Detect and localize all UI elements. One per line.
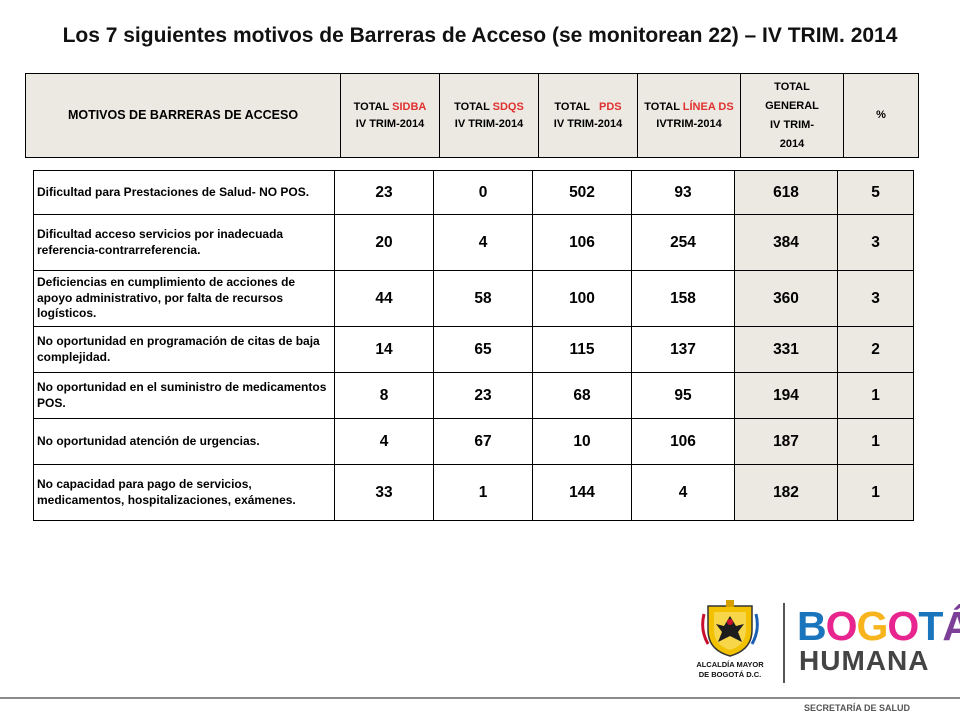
table-row: No oportunidad en el suministro de medic… (33, 372, 914, 419)
row-description: No oportunidad en el suministro de medic… (33, 372, 335, 419)
header-sdqs: TOTAL SDQS IV TRIM-2014 (439, 73, 539, 158)
cell-total: 194 (734, 372, 838, 419)
cell-pct: 1 (837, 372, 914, 419)
cell-sidba: 20 (334, 214, 434, 271)
footer-divider (0, 697, 960, 699)
table-row: No capacidad para pago de servicios, med… (33, 464, 914, 521)
cell-sdqs: 58 (433, 270, 533, 327)
cell-sdqs: 0 (433, 170, 533, 215)
cell-sdqs: 4 (433, 214, 533, 271)
logo-separator (783, 603, 785, 683)
cell-linea: 254 (631, 214, 735, 271)
header-motivos: MOTIVOS DE BARRERAS DE ACCESO (25, 73, 341, 158)
page-title: Los 7 siguientes motivos de Barreras de … (62, 24, 898, 47)
cell-pct: 3 (837, 270, 914, 327)
cell-sidba: 33 (334, 464, 434, 521)
humana-text: HUMANA (799, 645, 930, 676)
cell-sdqs: 65 (433, 326, 533, 373)
cell-linea: 93 (631, 170, 735, 215)
row-description: Dificultad acceso servicios por inadecua… (33, 214, 335, 271)
cell-linea: 106 (631, 418, 735, 465)
cell-pds: 68 (532, 372, 632, 419)
cell-total: 182 (734, 464, 838, 521)
cell-pct: 1 (837, 418, 914, 465)
cell-pct: 5 (837, 170, 914, 215)
cell-sdqs: 67 (433, 418, 533, 465)
table-row: No oportunidad atención de urgencias. 4 67… (33, 418, 914, 465)
cell-sdqs: 23 (433, 372, 533, 419)
cell-sidba: 23 (334, 170, 434, 215)
cell-sidba: 14 (334, 326, 434, 373)
cell-total: 384 (734, 214, 838, 271)
header-sidba: TOTAL SIDBA IV TRIM-2014 (340, 73, 440, 158)
cell-pds: 144 (532, 464, 632, 521)
cell-pds: 502 (532, 170, 632, 215)
header-pds: TOTAL PDS IV TRIM-2014 (538, 73, 638, 158)
cell-linea: 158 (631, 270, 735, 327)
row-description: Dificultad para Prestaciones de Salud- N… (33, 170, 335, 215)
cell-sidba: 44 (334, 270, 434, 327)
header-pct: % (843, 73, 919, 158)
cell-pct: 2 (837, 326, 914, 373)
cell-pds: 10 (532, 418, 632, 465)
coat-of-arms-logo (701, 600, 759, 657)
row-description: No capacidad para pago de servicios, med… (33, 464, 335, 521)
row-description: No oportunidad en programación de citas … (33, 326, 335, 373)
header-linea: TOTAL LÍNEA DS IVTRIM-2014 (637, 73, 741, 158)
cell-pds: 100 (532, 270, 632, 327)
cell-total: 360 (734, 270, 838, 327)
cell-total: 331 (734, 326, 838, 373)
cell-total: 187 (734, 418, 838, 465)
cell-sdqs: 1 (433, 464, 533, 521)
table-row: Dificultad acceso servicios por inadecua… (33, 214, 914, 271)
header-table: MOTIVOS DE BARRERAS DE ACCESO TOTAL SIDB… (25, 73, 919, 158)
cell-pct: 1 (837, 464, 914, 521)
alcaldia-label: ALCALDÍA MAYOR DE BOGOTÁ D.C. (696, 660, 764, 679)
cell-pds: 106 (532, 214, 632, 271)
bogota-humana-logo: BOGOTÁ (797, 603, 960, 649)
cell-linea: 137 (631, 326, 735, 373)
table-row: No oportunidad en programación de citas … (33, 326, 914, 373)
header-general: TOTAL GENERAL IV TRIM- 2014 (740, 73, 844, 158)
barriers-table: Dificultad para Prestaciones de Salud- N… (33, 170, 914, 521)
cell-total: 618 (734, 170, 838, 215)
table-row: Dificultad para Prestaciones de Salud- N… (33, 170, 914, 215)
row-description: No oportunidad atención de urgencias. (33, 418, 335, 465)
cell-linea: 95 (631, 372, 735, 419)
table-row: Deficiencias en cumplimiento de acciones… (33, 270, 914, 327)
cell-sidba: 8 (334, 372, 434, 419)
cell-linea: 4 (631, 464, 735, 521)
row-description: Deficiencias en cumplimiento de acciones… (33, 270, 335, 327)
cell-pds: 115 (532, 326, 632, 373)
secretaria-label: SECRETARÍA DE SALUD (803, 703, 910, 713)
cell-pct: 3 (837, 214, 914, 271)
cell-sidba: 4 (334, 418, 434, 465)
